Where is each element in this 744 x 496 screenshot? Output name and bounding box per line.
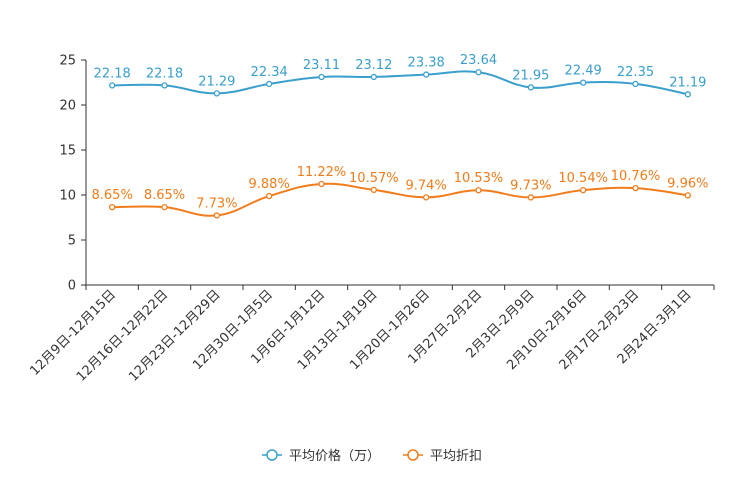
y-tick-label: 25 — [59, 54, 76, 69]
x-axis: 12月9日-12月15日12月16日-12月22日12月23日-12月29日12… — [27, 284, 715, 385]
data-point — [161, 82, 168, 89]
series-avg-price: 22.18 22.18 21.29 22.34 23.11 23.12 23.38 23.64… — [94, 53, 706, 98]
x-tick-label: 12月9日-12月15日 — [27, 287, 119, 379]
data-point — [475, 69, 482, 76]
data-label: 21.95 — [512, 68, 549, 83]
y-tick-label: 20 — [59, 99, 76, 114]
data-point — [266, 80, 273, 88]
data-point — [370, 186, 377, 194]
data-label: 10.53% — [454, 171, 504, 186]
legend-marker-icon — [407, 449, 419, 461]
legend-label: 平均折扣 — [430, 449, 482, 464]
x-tick-label: 12月23日-12月29日 — [126, 287, 223, 384]
data-label: 22.18 — [94, 66, 131, 81]
series-avg-discount: 8.65% 8.65% 7.73% 9.88% 11.22% 10.57% 9.74% 10.… — [92, 165, 708, 219]
data-label: 8.65% — [92, 188, 133, 203]
data-label: 9.96% — [667, 176, 708, 191]
data-point — [318, 180, 325, 188]
data-label: 23.12 — [355, 58, 392, 73]
y-tick-label: 5 — [68, 234, 76, 249]
x-tick-label: 12月16日-12月22日 — [74, 287, 171, 384]
legend-label: 平均价格（万） — [289, 448, 380, 464]
data-point — [684, 91, 691, 98]
legend-marker-icon — [266, 449, 278, 461]
data-point — [423, 71, 430, 78]
data-label: 9.73% — [510, 178, 551, 193]
data-point — [109, 203, 116, 211]
data-label: 11.22% — [297, 165, 347, 180]
legend-item-avg-discount[interactable]: 平均折扣 — [403, 449, 482, 464]
data-point — [318, 73, 325, 81]
data-label: 23.38 — [408, 56, 445, 71]
data-label: 10.57% — [349, 171, 399, 186]
data-point — [580, 79, 587, 86]
data-point — [161, 203, 168, 211]
data-label: 21.19 — [669, 75, 706, 90]
series-line — [112, 70, 689, 96]
data-point — [684, 192, 691, 199]
data-point — [580, 186, 587, 194]
data-point — [213, 90, 220, 97]
data-point — [423, 194, 430, 201]
y-tick-label: 15 — [59, 144, 76, 159]
data-point — [213, 212, 220, 219]
data-point — [632, 185, 639, 192]
data-label: 22.18 — [146, 66, 183, 81]
data-point — [527, 194, 534, 201]
data-point — [632, 80, 639, 87]
y-axis: 0 5 10 15 20 25 — [59, 54, 87, 294]
data-label: 23.11 — [303, 58, 340, 73]
data-label: 7.73% — [196, 196, 237, 211]
y-tick-label: 10 — [59, 189, 76, 204]
data-label: 9.74% — [406, 178, 447, 193]
data-label: 9.88% — [249, 177, 290, 192]
data-label: 23.64 — [460, 53, 497, 68]
data-label: 22.34 — [251, 65, 288, 80]
data-point — [527, 84, 534, 91]
series-layer: 22.18 22.18 21.29 22.34 23.11 23.12 23.38 23.64… — [92, 53, 708, 219]
data-label: 22.49 — [565, 64, 602, 79]
data-label: 10.54% — [558, 171, 608, 186]
data-label: 21.29 — [198, 74, 235, 89]
legend[interactable]: 平均价格（万） 平均折扣 — [262, 448, 482, 464]
data-label: 8.65% — [144, 188, 185, 203]
data-point — [266, 192, 273, 200]
y-tick-label: 0 — [68, 279, 76, 294]
data-point — [109, 82, 116, 89]
data-point — [370, 73, 377, 81]
data-label: 22.35 — [617, 65, 654, 80]
data-label: 10.76% — [611, 169, 661, 184]
data-point — [475, 187, 482, 194]
legend-item-avg-price[interactable]: 平均价格（万） — [262, 448, 380, 464]
series-line — [112, 182, 688, 217]
